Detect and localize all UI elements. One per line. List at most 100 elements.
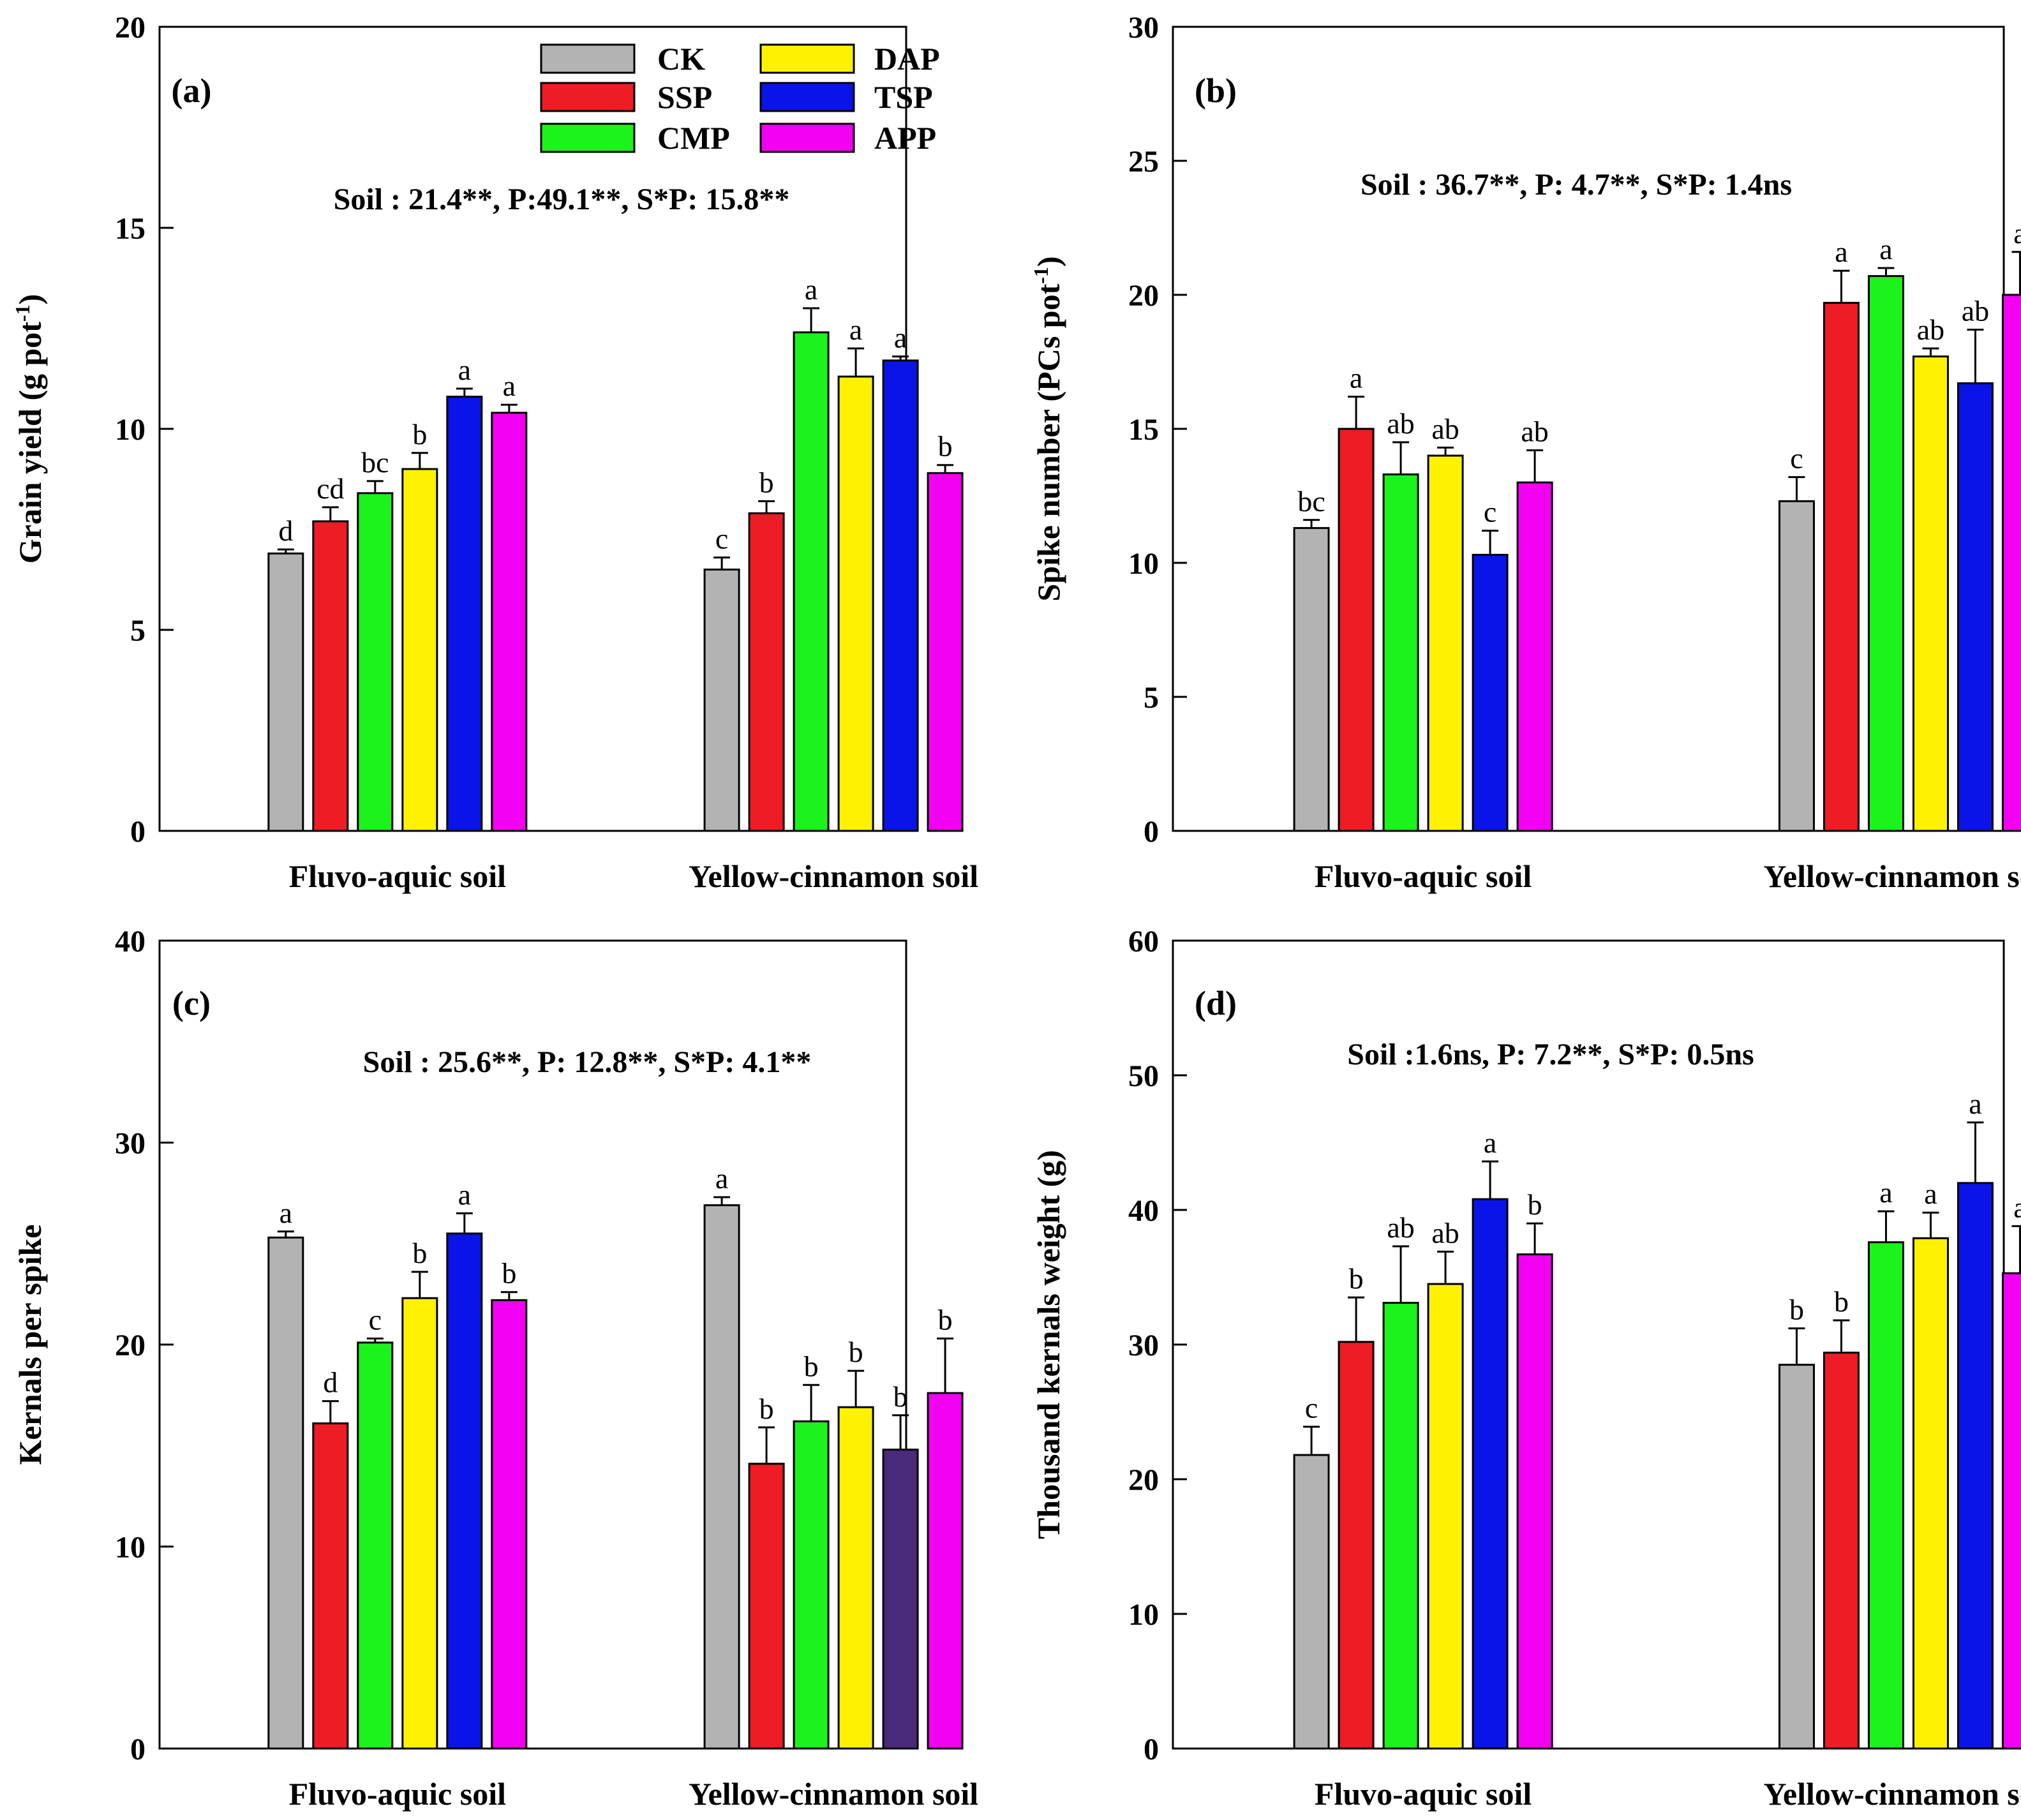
x-category-label: Fluvo-aquic soil	[289, 858, 506, 894]
significance-letter: a	[894, 322, 907, 354]
legend-swatch-app	[759, 123, 855, 153]
significance-letter: ab	[1521, 415, 1548, 448]
bar-ssp	[1338, 428, 1375, 832]
bar-dap	[837, 1406, 874, 1750]
y-tick-label: 5	[130, 614, 145, 648]
legend-label: DAP	[874, 41, 940, 77]
bar-ssp	[1338, 1341, 1375, 1750]
x-category-label: Fluvo-aquic soil	[1315, 858, 1532, 894]
y-tick-label: 15	[1128, 413, 1159, 447]
y-tick-label: 30	[115, 1127, 145, 1161]
significance-letter: b	[759, 466, 774, 498]
significance-letter: ab	[1962, 295, 1989, 327]
significance-letter: c	[1790, 442, 1803, 475]
y-tick-label: 15	[115, 212, 145, 246]
significance-letter: b	[849, 1336, 863, 1368]
legend-label: CMP	[657, 120, 730, 156]
significance-letter: c	[1484, 496, 1496, 528]
significance-letter: a	[849, 313, 862, 346]
significance-letter: cd	[317, 472, 344, 505]
panel-label: (c)	[172, 984, 211, 1022]
bar-tsp	[1472, 1198, 1509, 1750]
significance-letter: a	[1879, 1176, 1892, 1209]
x-category-label: Yellow-cinnamon soil	[1763, 858, 2021, 894]
bar-ck	[1293, 1454, 1330, 1750]
significance-letter: b	[1789, 1294, 1804, 1326]
bar-cmp	[1382, 473, 1419, 832]
bar-cmp	[793, 1420, 830, 1750]
significance-letter: ab	[1431, 412, 1459, 445]
bar-ssp	[312, 1422, 349, 1750]
bar-ck	[1778, 500, 1815, 832]
bar-ck	[267, 1236, 304, 1750]
significance-letter: a	[503, 369, 516, 402]
significance-letter: b	[759, 1392, 774, 1425]
bar-app	[2001, 1272, 2021, 1750]
y-tick-label: 5	[1144, 681, 1159, 715]
y-tick-label: 40	[1128, 1194, 1159, 1228]
bar-ssp	[1823, 302, 1860, 832]
y-tick-label: 20	[115, 11, 145, 45]
legend-label: APP	[874, 120, 936, 156]
significance-letter: c	[1305, 1392, 1318, 1424]
bar-ssp	[312, 520, 349, 832]
bar-ck	[703, 1204, 740, 1750]
significance-letter: a	[1835, 235, 1847, 268]
bar-cmp	[793, 331, 830, 832]
legend-swatch-tsp	[759, 82, 855, 112]
significance-letter: b	[938, 430, 953, 463]
significance-letter: b	[412, 1237, 427, 1269]
panel-label: (b)	[1195, 71, 1237, 110]
significance-letter: d	[323, 1366, 338, 1399]
x-category-label: Yellow-cinnamon soil	[689, 858, 978, 894]
bar-dap	[1427, 1283, 1464, 1750]
significance-letter: a	[715, 1162, 728, 1195]
significance-letter: bc	[361, 446, 389, 479]
y-tick-label: 10	[1128, 547, 1159, 581]
bar-cmp	[357, 492, 394, 832]
significance-letter: a	[805, 273, 817, 306]
bar-dap	[401, 468, 438, 832]
y-tick-label: 10	[115, 413, 145, 447]
significance-letter: b	[1528, 1188, 1542, 1221]
y-tick-label: 0	[130, 1733, 145, 1766]
legend-swatch-dap	[759, 43, 855, 74]
significance-letter: b	[804, 1350, 819, 1382]
stats-annotation: Soil : 36.7**, P: 4.7**, S*P: 1.4ns	[1361, 168, 1792, 202]
significance-letter: a	[1350, 362, 1362, 394]
bar-dap	[401, 1297, 438, 1750]
significance-letter: b	[502, 1257, 516, 1290]
y-tick-label: 40	[115, 925, 145, 958]
significance-letter: a	[458, 354, 471, 386]
y-tick-label: 0	[130, 815, 145, 849]
y-tick-label: 20	[115, 1329, 145, 1362]
bar-app	[1516, 481, 1553, 832]
y-axis-label: Thousand kernals weight (g)	[1031, 1150, 1066, 1539]
bar-cmp	[1382, 1302, 1419, 1750]
stats-annotation: Soil :1.6ns, P: 7.2**, S*P: 0.5ns	[1347, 1038, 1754, 1071]
y-tick-label: 30	[1128, 1329, 1159, 1362]
bar-cmp	[1867, 1241, 1904, 1750]
bar-ck	[267, 552, 304, 832]
bar-app	[491, 412, 528, 832]
significance-letter: a	[1484, 1126, 1496, 1159]
y-tick-label: 10	[1128, 1598, 1159, 1632]
x-category-label: Fluvo-aquic soil	[289, 1776, 506, 1812]
y-tick-label: 30	[1128, 11, 1159, 45]
y-axis-label: Grain yield (g pot-1)	[11, 294, 48, 564]
legend-label: TSP	[874, 79, 933, 115]
bar-tsp	[882, 359, 919, 832]
panel-c: 0 10 20 30 40 Kernals per spike (c) Soil : 25.6…	[12, 925, 978, 1812]
panel-a: 0 5 10 15 20 Grain yield (g pot-1) (a) Soil : 2…	[11, 11, 978, 894]
significance-letter: b	[1349, 1262, 1364, 1295]
y-axis-label: Kernals per spike	[12, 1225, 48, 1465]
bar-dap	[1427, 454, 1464, 832]
stats-annotation: Soil : 25.6**, P: 12.8**, S*P: 4.1**	[363, 1045, 812, 1079]
bar-app	[927, 1392, 964, 1750]
bar-tsp	[446, 396, 483, 832]
y-tick-label: 20	[1128, 1463, 1159, 1497]
legend-swatch-ck	[540, 43, 636, 74]
stats-annotation: Soil : 21.4**, P:49.1**, S*P: 15.8**	[334, 183, 790, 216]
significance-letter: a	[1879, 233, 1892, 265]
